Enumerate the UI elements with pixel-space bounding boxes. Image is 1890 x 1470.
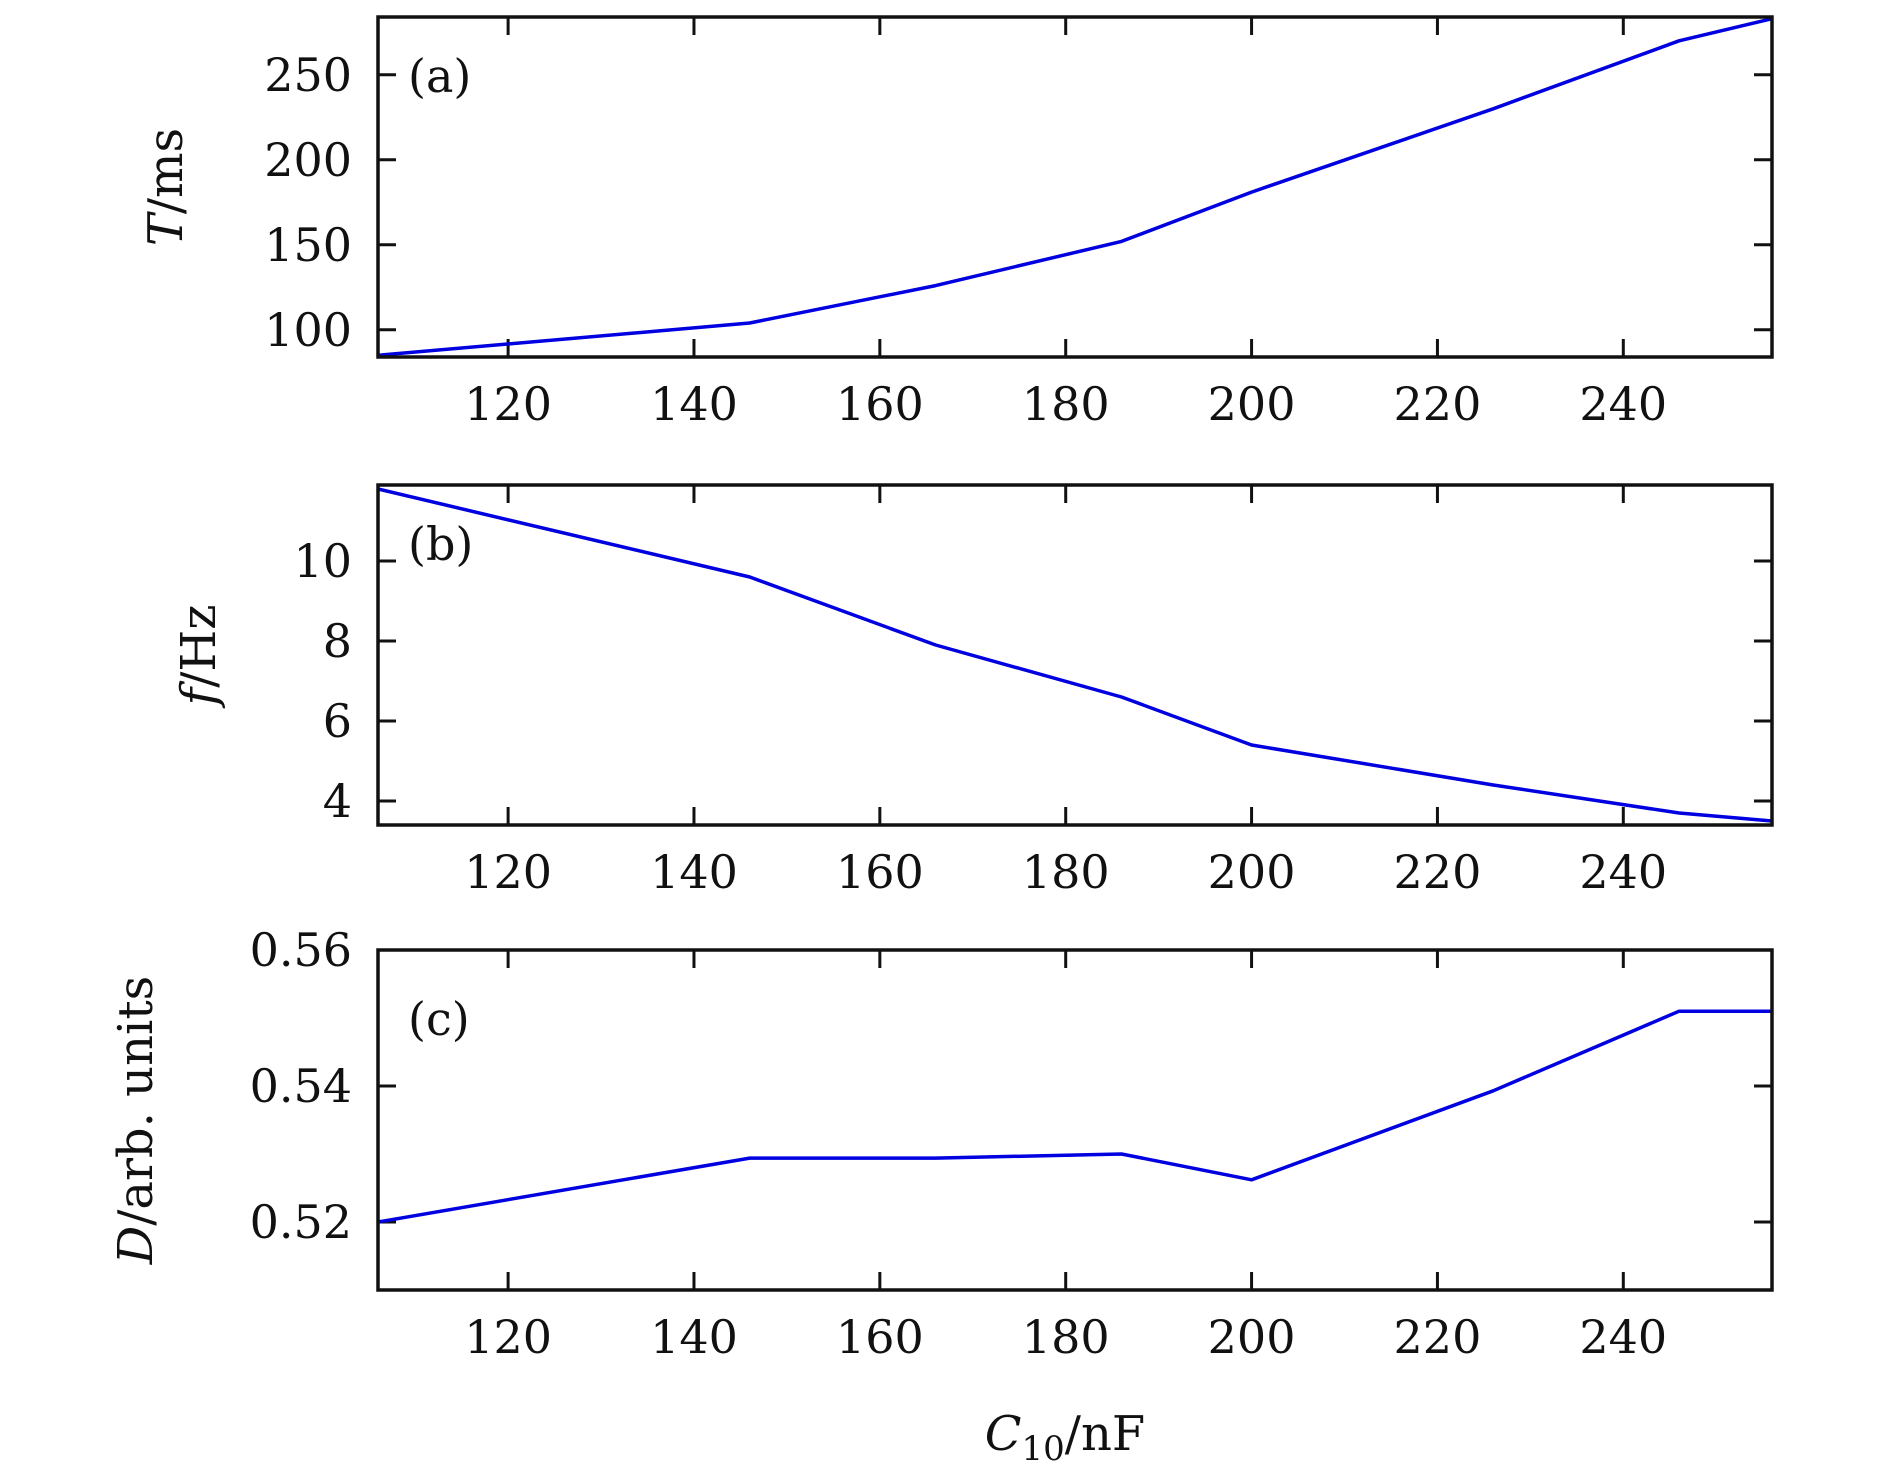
y-tick-label-c: 0.52 bbox=[250, 1195, 352, 1249]
y-tick-label-b: 4 bbox=[323, 774, 352, 828]
y-tick-label-a: 100 bbox=[264, 303, 352, 357]
x-tick-label-b: 160 bbox=[836, 845, 924, 899]
y-tick-label-a: 200 bbox=[264, 133, 352, 187]
y-tick-label-c: 0.56 bbox=[250, 923, 352, 977]
x-tick-label-b: 180 bbox=[1022, 845, 1110, 899]
y-tick-label-b: 6 bbox=[323, 694, 352, 748]
panel-label-c: (c) bbox=[408, 992, 470, 1046]
series-line-b bbox=[377, 487, 1773, 823]
x-tick-label-b: 220 bbox=[1394, 845, 1482, 899]
x-tick-label-b: 140 bbox=[650, 845, 738, 899]
x-tick-label-a: 240 bbox=[1579, 377, 1667, 431]
panel-a: 120 140 160 180 200 220 240 100 150 200 250 (a) T/ms bbox=[138, 15, 1774, 431]
y-axis-label-a: T/ms bbox=[138, 128, 194, 246]
panel-c: 120 140 160 180 200 220 240 0.52 0.54 0.56 (c) D/ar… bbox=[108, 923, 1774, 1364]
y-axis-label-symbol-c: D bbox=[108, 1226, 164, 1265]
x-tick-label-a: 200 bbox=[1208, 377, 1296, 431]
x-tick-label-c: 200 bbox=[1208, 1310, 1296, 1364]
plot-frame-a bbox=[376, 15, 1774, 359]
y-tick-label-b: 8 bbox=[323, 614, 352, 668]
x-tick-label-a: 160 bbox=[836, 377, 924, 431]
y-tick-label-a: 150 bbox=[264, 218, 352, 272]
x-tick-label-c: 240 bbox=[1579, 1310, 1667, 1364]
x-tick-label-c: 140 bbox=[650, 1310, 738, 1364]
x-tick-label-a: 140 bbox=[650, 377, 738, 431]
x-tick-label-c: 160 bbox=[836, 1310, 924, 1364]
y-axis-label-unit-c: /arb. units bbox=[108, 976, 164, 1226]
y-axis-label-b: f/Hz bbox=[171, 604, 227, 708]
x-tick-label-c: 120 bbox=[464, 1310, 552, 1364]
y-tick-label-a: 250 bbox=[264, 48, 352, 102]
panel-label-a: (a) bbox=[408, 49, 471, 103]
y-axis-label-symbol-a: T bbox=[138, 211, 194, 246]
x-axis-label: C10/nF bbox=[985, 1406, 1145, 1465]
panel-b: 120 140 160 180 200 220 240 4 6 8 10 (b) f/Hz bbox=[171, 483, 1774, 899]
x-tick-label-b: 120 bbox=[464, 845, 552, 899]
series-line-a bbox=[377, 16, 1773, 358]
plot-frame-b bbox=[376, 483, 1774, 827]
y-axis-label-c: D/arb. units bbox=[108, 976, 164, 1266]
x-tick-label-b: 240 bbox=[1579, 845, 1667, 899]
y-axis-label-unit-b: /Hz bbox=[171, 604, 227, 687]
x-tick-label-a: 180 bbox=[1022, 377, 1110, 431]
plot-frame-c bbox=[376, 948, 1774, 1292]
series-line-c bbox=[377, 1009, 1772, 1224]
y-tick-label-c: 0.54 bbox=[250, 1059, 352, 1113]
x-tick-label-a: 120 bbox=[464, 377, 552, 431]
x-tick-label-c: 220 bbox=[1394, 1310, 1482, 1364]
x-tick-label-b: 200 bbox=[1208, 845, 1296, 899]
panel-label-b: (b) bbox=[408, 517, 473, 571]
y-axis-label-unit-a: /ms bbox=[138, 128, 194, 214]
x-tick-label-c: 180 bbox=[1022, 1310, 1110, 1364]
y-tick-label-b: 10 bbox=[293, 534, 352, 588]
x-tick-label-a: 220 bbox=[1394, 377, 1482, 431]
